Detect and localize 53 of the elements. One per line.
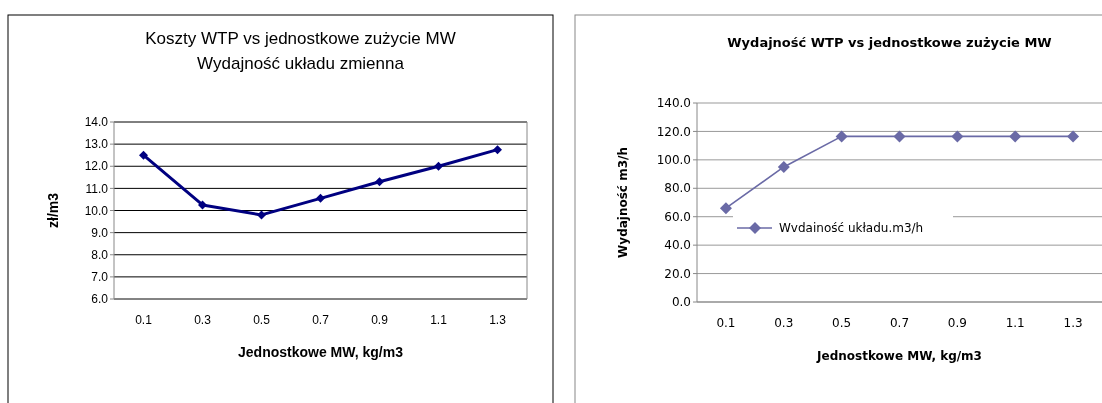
point (719, 202, 732, 215)
x-tick-label: 0.7 (889, 316, 910, 330)
y-tick-label: 11.0 (85, 181, 109, 196)
x-tick-label: 1.3 (489, 313, 507, 327)
x-tick-label: 0.9 (947, 316, 967, 330)
chart-title: Koszty WTP vs jednostkowe zużycie MW (145, 29, 456, 48)
y-tick-label: 40.0 (664, 238, 691, 253)
y-tick-label: 10.0 (84, 203, 109, 218)
y-tick-label: 12.0 (84, 159, 109, 174)
point (835, 130, 848, 143)
point (434, 161, 443, 171)
x-tick-label: 0.1 (716, 316, 736, 330)
point (893, 130, 906, 143)
point (777, 160, 790, 173)
point (139, 150, 148, 160)
x-tick-label: 0.3 (774, 316, 794, 330)
y-tick-label: 20.0 (664, 266, 691, 281)
point (493, 145, 502, 155)
y-tick-label: 60.0 (664, 209, 691, 224)
x-tick-label: 0.7 (312, 313, 330, 327)
x-tick-label: 0.5 (253, 313, 271, 327)
chart-subtitle: Wydajność układu zmienna (197, 54, 405, 73)
y-tick-label: 120.0 (656, 124, 691, 139)
point (198, 200, 207, 210)
y-tick-label: 13.0 (84, 137, 109, 152)
y-tick-label: 0.0 (671, 295, 691, 310)
y-tick-label: 7.0 (91, 270, 109, 285)
y-tick-label: 140.0 (656, 96, 691, 111)
y-tick-label: 9.0 (91, 225, 109, 240)
x-tick-label: 1.3 (1063, 316, 1083, 330)
point (375, 177, 384, 187)
y-tick-label: 14.0 (84, 115, 109, 130)
y-axis-title: Wydajność m3/h (616, 147, 630, 258)
point (1009, 130, 1022, 143)
x-tick-label: 0.9 (371, 313, 389, 327)
x-axis-title: Jednostkowe MW, kg/m3 (238, 344, 404, 360)
x-tick-label: 0.1 (135, 313, 153, 327)
y-tick-label: 100.0 (656, 153, 691, 168)
y-axis-title: zł/m3 (45, 192, 61, 229)
x-tick-label: 0.5 (832, 316, 852, 330)
legend-label: Wvdainość układu.m3/h (779, 221, 924, 236)
x-tick-label: 0.3 (194, 313, 212, 327)
point (951, 130, 964, 143)
x-tick-label: 1.1 (430, 313, 448, 327)
x-tick-label: 1.1 (1005, 316, 1025, 330)
x-axis-title: Jednostkowe MW, kg/m3 (816, 349, 982, 363)
point (1067, 130, 1080, 143)
y-tick-label: 8.0 (91, 247, 109, 262)
chart-title: Wydajność WTP vs jednostkowe zużycie MW (727, 35, 1052, 50)
y-tick-label: 6.0 (91, 292, 109, 307)
point (316, 193, 325, 203)
point (257, 210, 266, 220)
y-tick-label: 80.0 (664, 181, 691, 196)
